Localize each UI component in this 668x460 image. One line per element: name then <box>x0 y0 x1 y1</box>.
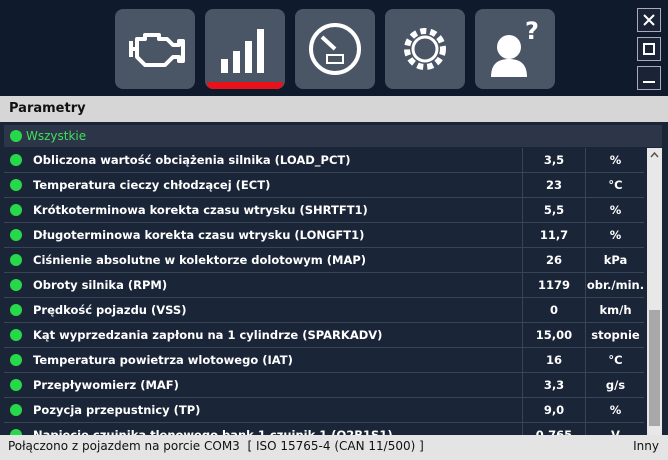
status-dot <box>10 304 22 316</box>
status-dot <box>10 329 22 341</box>
parameter-unit: °C <box>585 348 644 372</box>
parameter-value: 16 <box>522 348 585 372</box>
scrollbar[interactable] <box>647 148 662 435</box>
gauge-button[interactable] <box>295 9 375 89</box>
parameter-name: Temperatura cieczy chłodzącej (ECT) <box>33 178 271 192</box>
group-label: Wszystkie <box>26 129 87 143</box>
status-dot <box>10 179 22 191</box>
parameter-value: 23 <box>522 173 585 197</box>
help-button[interactable]: ? <box>475 9 555 89</box>
parameter-row[interactable]: Kąt wyprzedzania zapłonu na 1 cylindrze … <box>4 323 644 348</box>
parameter-value: 5,5 <box>522 198 585 222</box>
parameter-value: 26 <box>522 248 585 272</box>
toolbar: ? <box>0 0 668 96</box>
parameter-unit: % <box>585 198 644 222</box>
parameter-unit: °C <box>585 173 644 197</box>
parameter-name: Temperatura powietrza wlotowego (IAT) <box>33 353 293 367</box>
status-bar: Połączono z pojazdem na porcie COM3 [ IS… <box>0 435 668 460</box>
parameter-name: Prędkość pojazdu (VSS) <box>33 303 187 317</box>
minimize-button[interactable] <box>637 66 661 90</box>
parameter-unit: V <box>585 423 644 435</box>
parameter-value: 1179 <box>522 273 585 297</box>
parameter-value: 0 <box>522 298 585 322</box>
parameters-button[interactable] <box>205 9 285 89</box>
parameter-value: 3,3 <box>522 373 585 397</box>
status-dot <box>10 404 22 416</box>
parameter-row[interactable]: Prędkość pojazdu (VSS) 0 km/h <box>4 298 644 323</box>
parameter-row[interactable]: Temperatura cieczy chłodzącej (ECT) 23 °C <box>4 173 644 198</box>
parameter-row[interactable]: Ciśnienie absolutne w kolektorze dolotow… <box>4 248 644 273</box>
parameter-value: 9,0 <box>522 398 585 422</box>
parameter-name: Kąt wyprzedzania zapłonu na 1 cylindrze … <box>33 328 383 342</box>
parameter-unit: % <box>585 223 644 247</box>
status-dot <box>10 379 22 391</box>
section-title: Parametry <box>0 96 668 122</box>
parameter-name: Długoterminowa korekta czasu wtrysku (LO… <box>33 228 365 242</box>
parameter-row[interactable]: Napięcie czujnika tlenowego bank 1 czujn… <box>4 423 644 435</box>
mode: Inny <box>633 439 659 453</box>
parameter-unit: g/s <box>585 373 644 397</box>
settings-button[interactable] <box>385 9 465 89</box>
scroll-up[interactable] <box>647 148 662 162</box>
parameter-unit: km/h <box>585 298 644 322</box>
status-dot <box>10 229 22 241</box>
parameter-row[interactable]: Krótkoterminowa korekta czasu wtrysku (S… <box>4 198 644 223</box>
engine-button[interactable] <box>115 9 195 89</box>
parameter-unit: obr./min. <box>585 273 644 297</box>
status-dot <box>10 204 22 216</box>
parameter-name: Przepływomierz (MAF) <box>33 378 179 392</box>
parameter-unit: % <box>585 398 644 422</box>
parameter-row[interactable]: Długoterminowa korekta czasu wtrysku (LO… <box>4 223 644 248</box>
svg-text:?: ? <box>525 19 539 45</box>
parameter-name: Ciśnienie absolutne w kolektorze dolotow… <box>33 253 367 267</box>
parameter-name: Krótkoterminowa korekta czasu wtrysku (S… <box>33 203 368 217</box>
parameter-unit: kPa <box>585 248 644 272</box>
parameter-row[interactable]: Pozycja przepustnicy (TP) 9,0% <box>4 398 644 423</box>
close-button[interactable] <box>637 8 661 32</box>
parameter-name: Pozycja przepustnicy (TP) <box>33 403 201 417</box>
parameter-unit: stopnie <box>585 323 644 347</box>
status-dot <box>10 130 22 142</box>
parameter-row[interactable]: Obliczona wartość obciążenia silnika (LO… <box>4 148 644 173</box>
status-dot <box>10 279 22 291</box>
connection-status: Połączono z pojazdem na porcie COM3 [ IS… <box>8 439 424 453</box>
parameter-value: 15,00 <box>522 323 585 347</box>
parameter-value: 3,5 <box>522 148 585 172</box>
scroll-thumb[interactable] <box>649 310 660 426</box>
parameter-value: 11,7 <box>522 223 585 247</box>
parameter-row[interactable]: Przepływomierz (MAF) 3,3 g/s <box>4 373 644 398</box>
parameter-row[interactable]: Temperatura powietrza wlotowego (IAT) 16 °… <box>4 348 644 373</box>
group-row[interactable]: Wszystkie <box>4 125 662 147</box>
parameter-row[interactable]: Obroty silnika (RPM) 1179 obr./min. <box>4 273 644 298</box>
parameter-name: Obroty silnika (RPM) <box>33 278 168 292</box>
maximize-button[interactable] <box>637 37 661 61</box>
parameter-unit: % <box>585 148 644 172</box>
status-dot <box>10 254 22 266</box>
parameter-value: 0,765 <box>522 423 585 435</box>
status-dot <box>10 154 22 166</box>
status-dot <box>10 429 22 435</box>
status-dot <box>10 354 22 366</box>
parameter-name: Napięcie czujnika tlenowego bank 1 czujn… <box>33 428 393 435</box>
parameter-name: Obliczona wartość obciążenia silnika (LO… <box>33 153 351 167</box>
parameter-table: Obliczona wartość obciążenia silnika (LO… <box>4 148 644 435</box>
